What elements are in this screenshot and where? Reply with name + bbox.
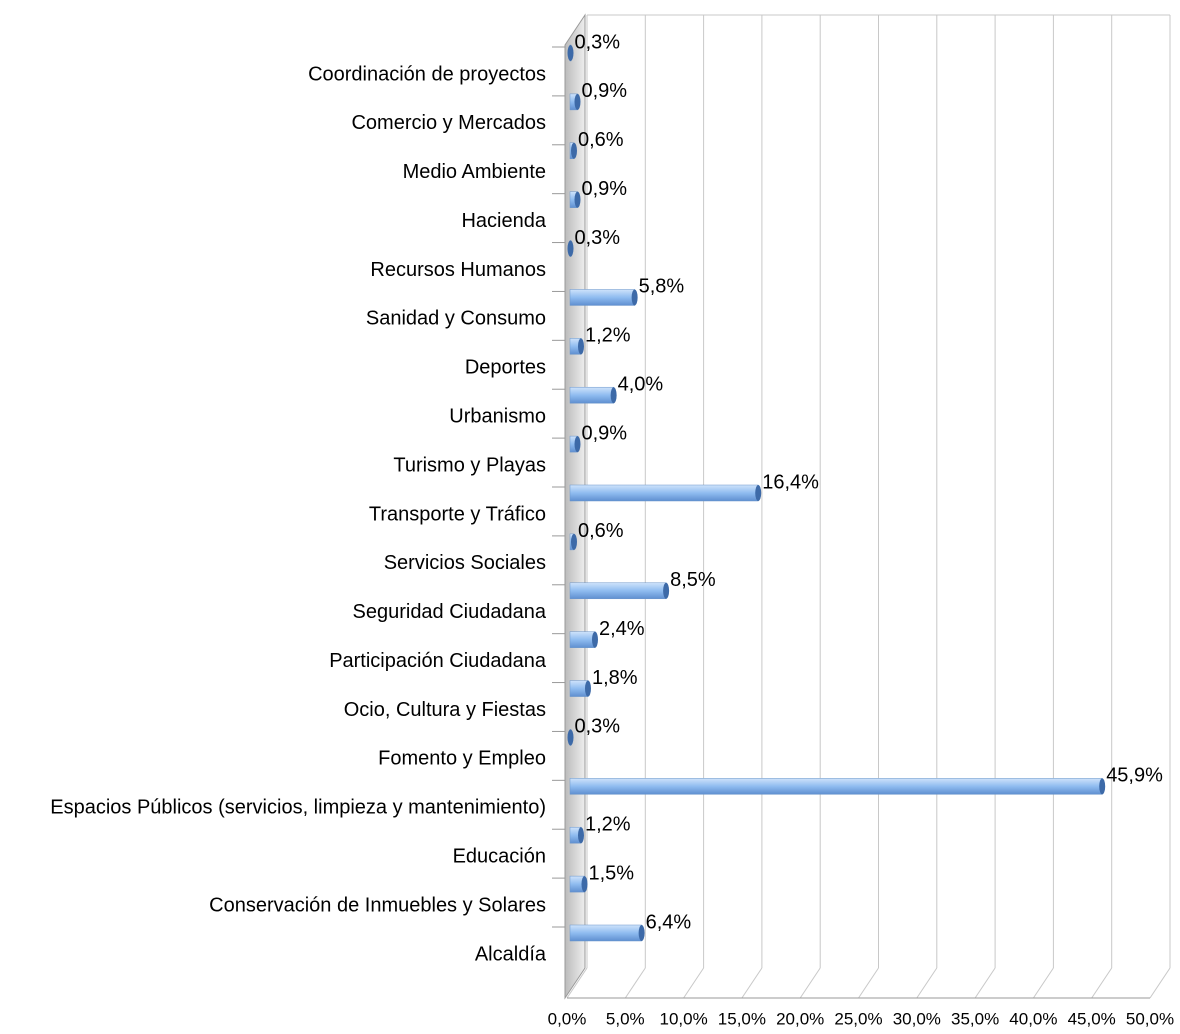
y-tick-label: Espacios Públicos (servicios, limpieza y…	[50, 797, 546, 819]
bar	[569, 778, 1103, 795]
x-tick-label: 45,0%	[1068, 1009, 1116, 1028]
y-tick-label: Comercio y Mercados	[351, 112, 546, 134]
y-tick-label: Alcaldía	[475, 943, 547, 965]
value-label: 5,8%	[639, 276, 685, 298]
value-label: 0,9%	[581, 422, 627, 444]
value-label: 1,2%	[585, 325, 631, 347]
bar-end	[570, 142, 577, 159]
x-tick-label: 50,0%	[1126, 1009, 1174, 1028]
x-tick-label: 25,0%	[834, 1009, 882, 1028]
bar-end	[567, 240, 574, 257]
bar	[569, 386, 614, 404]
value-label: 0,3%	[574, 31, 620, 53]
value-label: 1,2%	[585, 814, 631, 836]
grid-line	[624, 967, 646, 999]
value-label: 8,5%	[670, 569, 716, 591]
x-tick-label: 5,0%	[606, 1009, 645, 1028]
value-label: 4,0%	[618, 374, 664, 396]
y-tick-label: Urbanismo	[449, 406, 546, 428]
y-tick-label: Participación Ciudadana	[329, 650, 547, 672]
grid-line	[566, 967, 588, 999]
value-label: 0,9%	[581, 178, 627, 200]
value-label: 0,3%	[574, 716, 620, 738]
bar-end	[574, 191, 581, 208]
y-tick-label: Medio Ambiente	[403, 161, 546, 183]
bar-end	[584, 680, 591, 697]
y-tick-label: Deportes	[465, 357, 546, 379]
bar-end	[663, 582, 670, 599]
value-label: 1,5%	[588, 862, 634, 884]
side-wall	[564, 13, 586, 1000]
value-label: 0,6%	[578, 520, 624, 542]
value-label: 16,4%	[762, 471, 819, 493]
x-tick-label: 20,0%	[776, 1009, 824, 1028]
grid-line	[1149, 967, 1171, 999]
value-label: 6,4%	[646, 911, 692, 933]
bar-end	[577, 338, 584, 355]
value-label: 0,9%	[581, 80, 627, 102]
value-label: 0,6%	[578, 129, 624, 151]
grid-line	[1032, 967, 1054, 999]
y-tick-label: Educación	[453, 846, 546, 868]
grid-line	[683, 967, 705, 999]
x-tick-label: 40,0%	[1009, 1009, 1057, 1028]
y-tick-label: Servicios Sociales	[384, 552, 546, 574]
bar-end	[570, 533, 577, 550]
bar-end	[610, 387, 617, 404]
grid-line	[799, 967, 821, 999]
grid-line	[741, 967, 763, 999]
bar-end	[581, 876, 588, 893]
bar	[569, 289, 635, 306]
bar-end	[574, 436, 581, 453]
y-tick-label: Ocio, Cultura y Fiestas	[344, 699, 546, 721]
y-tick-label: Coordinación de proyectos	[308, 63, 546, 85]
grid-line	[858, 967, 879, 999]
x-tick-label: 0,0%	[548, 1009, 587, 1028]
y-tick-label: Seguridad Ciudadana	[353, 601, 547, 623]
y-tick-label: Recursos Humanos	[370, 259, 546, 281]
y-tick-label: Fomento y Empleo	[378, 748, 546, 770]
grid-line	[974, 967, 996, 999]
bar-end	[577, 827, 584, 844]
y-tick-label: Hacienda	[461, 210, 546, 232]
bar	[569, 484, 759, 502]
bar-end	[591, 631, 598, 648]
y-tick-label: Transporte y Tráfico	[369, 503, 546, 525]
x-tick-label: 30,0%	[893, 1009, 941, 1028]
grid-line	[1091, 967, 1113, 999]
x-tick-label: 15,0%	[718, 1009, 766, 1028]
bar-end	[1099, 778, 1106, 795]
x-tick-label: 35,0%	[951, 1009, 999, 1028]
bar	[569, 631, 596, 648]
grid-line	[916, 967, 938, 999]
bar-end	[631, 289, 638, 306]
bar-end	[755, 485, 762, 501]
y-tick-label: Conservación de Inmuebles y Solares	[209, 894, 546, 916]
x-tick-label: 10,0%	[659, 1009, 707, 1028]
y-tick-label: Sanidad y Consumo	[366, 308, 546, 330]
value-label: 2,4%	[599, 618, 645, 640]
bar-end	[567, 729, 574, 746]
y-tick-label: Turismo y Playas	[393, 454, 546, 476]
bar-end	[638, 925, 645, 941]
bar-end	[567, 45, 574, 61]
value-label: 1,8%	[592, 667, 638, 689]
bar	[569, 924, 642, 942]
value-label: 45,9%	[1106, 765, 1163, 787]
bar-end	[574, 93, 581, 110]
bar	[569, 582, 667, 600]
value-label: 0,3%	[574, 227, 620, 249]
